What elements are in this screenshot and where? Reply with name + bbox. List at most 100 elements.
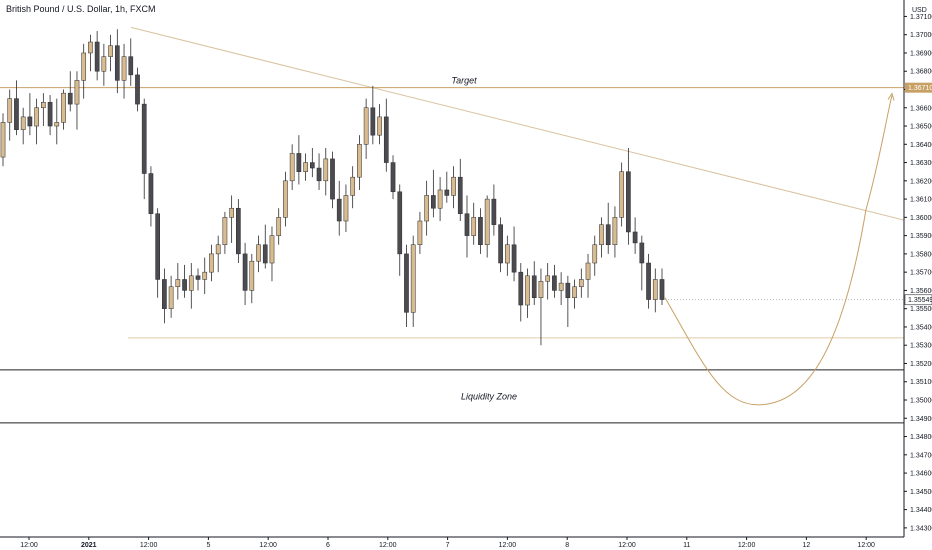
candle[interactable]	[74, 71, 80, 130]
candle[interactable]	[182, 264, 187, 298]
candle[interactable]	[289, 144, 295, 190]
candle[interactable]	[457, 158, 463, 222]
candle[interactable]	[350, 166, 356, 209]
candle[interactable]	[81, 43, 87, 99]
candle[interactable]	[262, 224, 268, 269]
candle[interactable]	[431, 169, 436, 218]
candle[interactable]	[188, 263, 194, 309]
candle[interactable]	[565, 275, 571, 327]
candle[interactable]	[128, 38, 134, 86]
candle[interactable]	[357, 135, 362, 190]
candle[interactable]	[558, 272, 564, 306]
candle[interactable]	[585, 253, 591, 298]
candle[interactable]	[464, 195, 470, 258]
candle[interactable]	[363, 98, 369, 159]
candle[interactable]	[410, 235, 416, 327]
candle[interactable]	[141, 98, 147, 200]
candle[interactable]	[215, 235, 221, 273]
candle[interactable]	[437, 177, 443, 222]
candle[interactable]	[249, 253, 255, 304]
candle[interactable]	[0, 113, 6, 167]
candle[interactable]	[626, 147, 631, 245]
candle[interactable]	[209, 244, 214, 282]
candle[interactable]	[377, 104, 382, 145]
candle[interactable]	[236, 199, 241, 264]
candle[interactable]	[552, 264, 557, 298]
candle[interactable]	[605, 202, 611, 254]
candle[interactable]	[101, 43, 107, 86]
candle[interactable]	[94, 31, 100, 81]
candle[interactable]	[7, 89, 13, 141]
candle[interactable]	[67, 71, 73, 112]
candle[interactable]	[397, 184, 403, 276]
candle[interactable]	[343, 184, 349, 232]
candle[interactable]	[505, 235, 510, 276]
candle[interactable]	[283, 171, 288, 227]
candles[interactable]	[0, 29, 665, 346]
candle[interactable]	[61, 89, 66, 130]
candle[interactable]	[619, 162, 624, 227]
candle[interactable]	[424, 180, 429, 236]
candle[interactable]	[444, 171, 450, 203]
candle[interactable]	[498, 217, 503, 273]
candle[interactable]	[417, 211, 423, 254]
candle[interactable]	[88, 34, 93, 72]
candle[interactable]	[41, 93, 46, 127]
candle[interactable]	[491, 184, 497, 236]
candle[interactable]	[14, 80, 19, 136]
candle[interactable]	[451, 166, 456, 209]
candle[interactable]	[108, 34, 113, 72]
candle[interactable]	[646, 253, 651, 309]
candle[interactable]	[545, 263, 551, 300]
candle[interactable]	[20, 107, 26, 145]
candle[interactable]	[54, 98, 60, 145]
candle[interactable]	[404, 244, 409, 327]
candle[interactable]	[632, 217, 638, 254]
candle[interactable]	[390, 155, 396, 200]
candle[interactable]	[659, 268, 665, 306]
candle[interactable]	[303, 153, 308, 181]
candle[interactable]	[578, 268, 584, 298]
candle[interactable]	[612, 206, 618, 258]
candle[interactable]	[276, 208, 282, 245]
candle[interactable]	[114, 29, 120, 94]
candle[interactable]	[531, 261, 537, 306]
candle[interactable]	[229, 195, 234, 243]
candle[interactable]	[592, 235, 598, 276]
candle[interactable]	[471, 202, 477, 245]
candle[interactable]	[195, 268, 201, 291]
candle[interactable]	[269, 226, 275, 282]
candle[interactable]	[256, 235, 261, 273]
candle[interactable]	[639, 235, 645, 291]
price-axis[interactable]: USD1.371001.370001.369001.368001.367001.…	[903, 0, 932, 537]
candle[interactable]	[47, 94, 53, 136]
candle[interactable]	[383, 98, 389, 172]
candle[interactable]	[525, 268, 530, 318]
candle[interactable]	[370, 85, 376, 145]
candle[interactable]	[175, 263, 181, 300]
candle[interactable]	[652, 268, 658, 313]
candle[interactable]	[478, 208, 483, 254]
time-axis[interactable]: 12:00 2021 12:00 5 12:00 6 12:00 7 12:00 8 12:00 11…	[0, 536, 904, 549]
candle[interactable]	[155, 208, 160, 298]
candle[interactable]	[309, 147, 315, 178]
candle[interactable]	[484, 195, 490, 258]
candle[interactable]	[518, 263, 524, 322]
candle[interactable]	[330, 151, 335, 209]
candle[interactable]	[242, 242, 248, 306]
candle[interactable]	[599, 217, 604, 258]
candle[interactable]	[572, 279, 577, 309]
candle[interactable]	[316, 153, 322, 190]
candle[interactable]	[135, 67, 140, 112]
candle[interactable]	[148, 166, 154, 227]
candle[interactable]	[162, 268, 167, 324]
candle[interactable]	[323, 147, 329, 196]
candle[interactable]	[222, 211, 228, 254]
candle[interactable]	[27, 93, 33, 136]
candle[interactable]	[538, 268, 544, 346]
candle[interactable]	[511, 226, 517, 282]
candle[interactable]	[336, 180, 342, 236]
candle[interactable]	[202, 257, 208, 295]
candle[interactable]	[34, 98, 39, 145]
